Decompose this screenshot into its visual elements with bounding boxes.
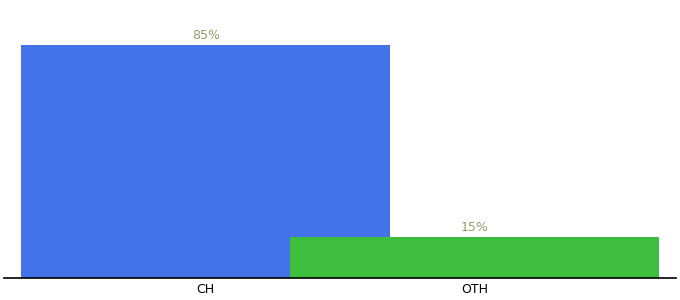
Bar [290, 237, 659, 278]
Text: 85%: 85% [192, 29, 220, 43]
Bar [21, 45, 390, 278]
Text: 15%: 15% [460, 221, 488, 234]
